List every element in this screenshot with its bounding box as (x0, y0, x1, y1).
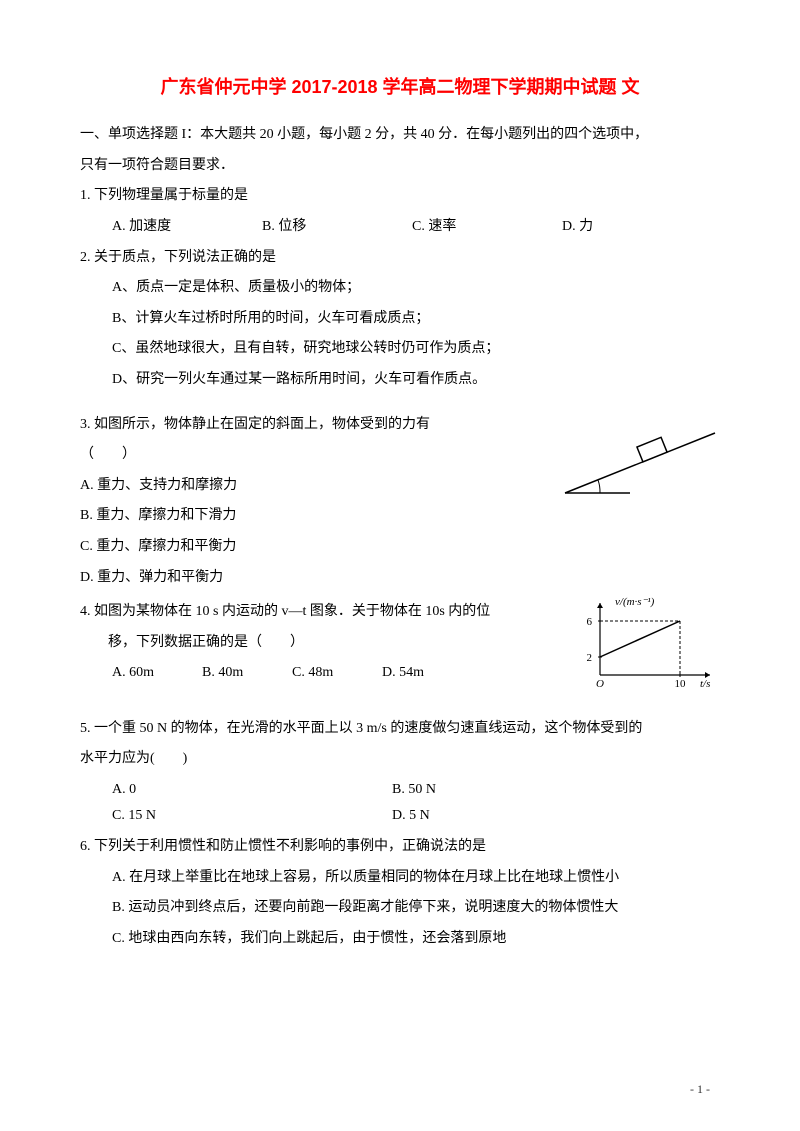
q5-opt-b: B. 50 N (392, 777, 672, 804)
q3-text-1: 3. 如图所示，物体静止在固定的斜面上，物体受到的力有 (80, 412, 560, 439)
xtick-10: 10 (675, 678, 687, 690)
q5-text-1: 5. 一个重 50 N 的物体，在光滑的水平面上以 3 m/s 的速度做匀速直线… (80, 716, 720, 743)
q5-opt-a: A. 0 (112, 777, 392, 804)
q4-options: A. 60m B. 40m C. 48m D. 54m (80, 660, 580, 687)
q3-opt-b: B. 重力、摩擦力和下滑力 (80, 503, 560, 530)
q6-text: 6. 下列关于利用惯性和防止惯性不利影响的事例中，正确说法的是 (80, 834, 720, 861)
q2-opt-d: D、研究一列火车通过某一路标所用时间，火车可看作质点。 (112, 367, 720, 394)
q3-opt-a: A. 重力、支持力和摩擦力 (80, 473, 560, 500)
xlabel: t/s (700, 678, 710, 690)
q3-text-2: （ ） (80, 442, 560, 469)
q4-opt-b: B. 40m (202, 660, 292, 687)
q1-text: 1. 下列物理量属于标量的是 (80, 183, 720, 210)
ytick-2: 2 (587, 652, 593, 664)
q4-opt-a: A. 60m (112, 660, 202, 687)
q3-diagram (560, 408, 720, 519)
q6-opt-c: C. 地球由西向东转，我们向上跳起后，由于惯性，还会落到原地 (112, 926, 720, 953)
q4-chart: 2 6 10 O v/(m·s⁻¹) t/s (580, 595, 720, 706)
q4-opt-c: C. 48m (292, 660, 382, 687)
q2-options: A、质点一定是体积、质量极小的物体； B、计算火车过桥时所用的时间，火车可看成质… (80, 275, 720, 393)
vt-graph-icon: 2 6 10 O v/(m·s⁻¹) t/s (580, 595, 720, 695)
q2-opt-c: C、虽然地球很大，且有自转，研究地球公转时仍可作为质点； (112, 336, 720, 363)
q2-opt-b: B、计算火车过桥时所用的时间，火车可看成质点； (112, 306, 720, 333)
incline-diagram-icon (560, 408, 720, 508)
q2-opt-a: A、质点一定是体积、质量极小的物体； (112, 275, 720, 302)
q5-text-2: 水平力应为( ) (80, 746, 720, 773)
q4-text-2: 移，下列数据正确的是（ ） (80, 630, 580, 657)
q6-opt-b: B. 运动员冲到终点后，还要向前跑一段距离才能停下来，说明速度大的物体惯性大 (112, 895, 720, 922)
ytick-6: 6 (587, 616, 593, 628)
q1-opt-c: C. 速率 (412, 214, 562, 241)
section-intro-2: 只有一项符合题目要求． (80, 153, 720, 180)
q1-opt-d: D. 力 (562, 214, 712, 241)
page-number: - 1 - (690, 1078, 710, 1101)
q3-opt-c: C. 重力、摩擦力和平衡力 (80, 534, 560, 561)
ylabel: v/(m·s⁻¹) (615, 596, 655, 608)
section-intro-1: 一、单项选择题 I：本大题共 20 小题，每小题 2 分，共 40 分．在每小题… (80, 122, 720, 149)
q4-opt-d: D. 54m (382, 660, 472, 687)
page-title: 广东省仲元中学 2017-2018 学年高二物理下学期期中试题 文 (80, 70, 720, 104)
q5-options: A. 0 B. 50 N C. 15 N D. 5 N (80, 777, 720, 830)
q3-opt-d: D. 重力、弹力和平衡力 (80, 565, 560, 592)
q4-text-1: 4. 如图为某物体在 10 s 内运动的 v—t 图象．关于物体在 10s 内的… (80, 599, 580, 626)
q2-text: 2. 关于质点，下列说法正确的是 (80, 245, 720, 272)
q1-options: A. 加速度 B. 位移 C. 速率 D. 力 (80, 214, 720, 241)
q6-options: A. 在月球上举重比在地球上容易，所以质量相同的物体在月球上比在地球上惯性小 B… (80, 865, 720, 953)
q6-opt-a: A. 在月球上举重比在地球上容易，所以质量相同的物体在月球上比在地球上惯性小 (112, 865, 720, 892)
q5-opt-d: D. 5 N (392, 803, 672, 830)
origin-label: O (596, 678, 604, 690)
q5-opt-c: C. 15 N (112, 803, 392, 830)
q1-opt-b: B. 位移 (262, 214, 412, 241)
q1-opt-a: A. 加速度 (112, 214, 262, 241)
